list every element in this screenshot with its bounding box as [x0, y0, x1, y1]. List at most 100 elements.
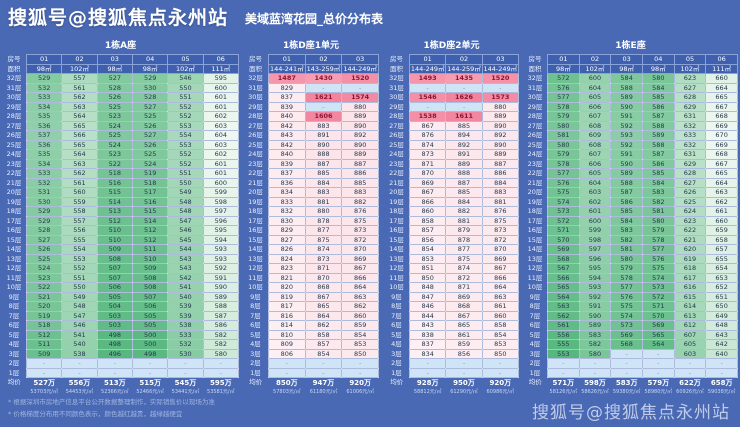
price-cell: 649: [705, 310, 738, 321]
floor-label: 14层: [248, 245, 263, 253]
price-cell: 590: [610, 158, 643, 169]
price-cell: 530: [167, 348, 204, 359]
building-d2-price-table: 房号 01 02 03 面积 144-249㎡ 144-259㎡ 144-249㎡ 32层 149…: [384, 54, 520, 402]
floor-label: 12层: [527, 264, 543, 272]
floor-label: 30层: [389, 93, 404, 101]
price-cell: 564: [547, 291, 580, 302]
floor-label: 30层: [6, 93, 22, 101]
price-cell: 876: [408, 130, 447, 141]
table-row: 18层 860 882 876: [384, 206, 520, 217]
price-cell: 669: [705, 120, 738, 131]
price-cell: 518: [25, 320, 63, 331]
price-cell: 563: [61, 101, 98, 112]
price-cell: 628: [673, 168, 707, 179]
price-cell: 569: [547, 244, 580, 255]
price-cell: 821: [268, 272, 306, 283]
price-cell: 583: [578, 329, 612, 340]
floor-label: 16层: [389, 226, 404, 234]
price-cell: 522: [96, 158, 133, 169]
table-row: 7层 562 590 574 570 613 649: [523, 310, 738, 321]
price-cell: -: [341, 367, 379, 378]
price-cell: 879: [445, 225, 483, 236]
price-cell: -: [641, 348, 675, 359]
floor-label: 22层: [389, 169, 404, 177]
avg-total-price: 595万: [210, 379, 232, 387]
price-cell: 549: [167, 187, 204, 198]
price-cell: 550: [167, 82, 204, 93]
price-cell: 542: [167, 272, 204, 283]
floor-label: 23层: [527, 159, 543, 168]
price-cell: 890: [341, 139, 379, 150]
price-cell: 600: [578, 73, 612, 84]
price-cell: 584: [610, 215, 643, 226]
price-cell: 833: [268, 196, 306, 207]
price-cell: 534: [25, 101, 63, 112]
price-cell: 553: [547, 348, 580, 359]
page-title: 美域蓝湾花园_总价分布表: [245, 12, 384, 26]
column-header: 06: [202, 54, 240, 65]
avg-cell: 513万 52366元/㎡: [97, 378, 132, 403]
floor-label: 7层: [391, 311, 402, 320]
price-cell: 595: [202, 225, 240, 236]
price-cell: 576: [641, 253, 675, 264]
price-cell: 519: [131, 168, 169, 179]
price-cell: 548: [61, 301, 98, 312]
price-cell: 586: [641, 101, 675, 112]
price-cell: 668: [705, 149, 738, 160]
price-cell: 620: [673, 244, 707, 255]
table-row: 6层 814 862 859: [243, 320, 379, 331]
floor-label: 12层: [248, 264, 263, 272]
column-header: 04: [641, 54, 675, 65]
building-a-price-table: 房号 01 02 03 04 05 06 面积 98㎡ 102㎡ 98㎡ 98㎡ 102㎡ 111㎡ 32层…: [2, 54, 240, 403]
table-row: 19层 530 559 514 516 548 598: [2, 196, 240, 207]
table-row: 14层 526 554 509 511 544 593: [2, 244, 240, 255]
avg-cell: 622万 60926元/㎡: [674, 378, 706, 403]
price-cell: 587: [641, 111, 675, 122]
price-cell: -: [268, 367, 306, 378]
price-cell: 590: [202, 282, 240, 293]
building-d2-table-holder: 房号 01 02 03 面积 144-249㎡ 144-259㎡ 144-249㎡ 32层 149…: [384, 54, 520, 402]
price-cell: 529: [25, 215, 63, 226]
floor-label: 24层: [527, 150, 543, 158]
price-cell: 577: [641, 244, 675, 255]
price-cell: 518: [131, 177, 169, 188]
table-row: 30层 533 562 526 528 551 601: [2, 92, 240, 103]
price-cell: 859: [445, 339, 483, 350]
price-cell: 590: [610, 101, 643, 112]
floor-label: 26层: [6, 131, 22, 139]
avg-cell: 579万 58980元/㎡: [642, 378, 674, 403]
floor-label: 23层: [389, 159, 404, 168]
table-row: 16层 528 556 510 512 546 595: [2, 225, 240, 236]
floor-label: 12层: [6, 264, 22, 272]
floor-label: 13层: [6, 254, 22, 263]
floor-label: 13层: [248, 254, 263, 263]
price-cell: -: [705, 367, 738, 378]
table-row: 23层 871 889 887: [384, 158, 520, 169]
floor-label: 26层: [527, 131, 543, 139]
floor-label: 3层: [250, 349, 261, 358]
area-header: 111㎡: [705, 63, 738, 74]
price-cell: 632: [673, 139, 707, 150]
table-row: 1层 - - - - - -: [2, 367, 240, 378]
price-cell: 651: [705, 291, 738, 302]
price-cell: 504: [96, 301, 133, 312]
price-cell: 507: [96, 272, 133, 283]
price-cell: 506: [96, 282, 133, 293]
price-cell: 603: [202, 139, 240, 150]
price-cell: 578: [610, 272, 643, 283]
floor-label: 3层: [529, 349, 541, 358]
price-cell: 601: [202, 168, 240, 179]
price-cell: 508: [131, 272, 169, 283]
avg-total-price: 583万: [615, 379, 638, 387]
price-cell: 861: [481, 301, 520, 312]
price-cell: -: [547, 367, 580, 378]
price-cell: 665: [705, 168, 738, 179]
price-cell: 612: [673, 320, 707, 331]
price-cell: 1574: [341, 92, 379, 103]
price-cell: 890: [304, 139, 343, 150]
price-cell: 858: [304, 329, 343, 340]
price-cell: 524: [96, 139, 133, 150]
floor-label: 2层: [250, 359, 261, 367]
price-cell: 854: [341, 329, 379, 340]
price-cell: 894: [445, 130, 483, 141]
